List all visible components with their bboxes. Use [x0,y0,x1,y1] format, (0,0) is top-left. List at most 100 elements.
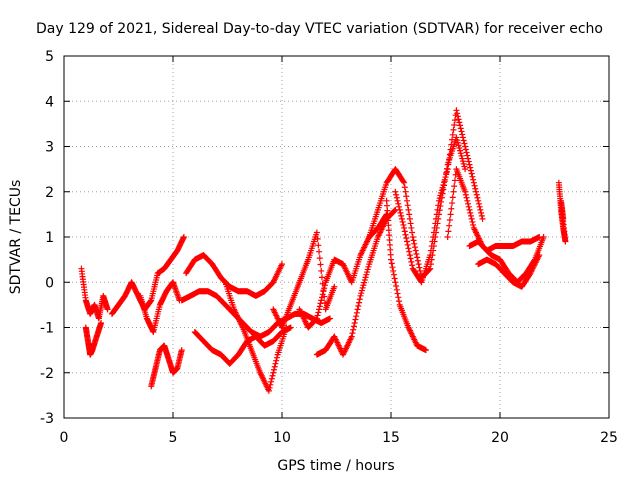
data-point [403,235,410,242]
data-point [450,126,457,133]
data-point [318,267,325,274]
data-point [456,119,463,126]
data-point [475,200,482,207]
data-point [457,147,464,154]
x-tick-label: 20 [491,430,509,446]
data-point [460,160,467,167]
data-point [475,197,482,204]
data-point [437,192,444,199]
data-point [439,184,446,191]
data-point [464,197,471,204]
data-point [390,267,397,274]
data-point [268,375,275,382]
data-point [348,333,355,340]
data-point [461,140,468,147]
data-point [467,167,474,174]
data-point [448,141,455,148]
data-point [407,255,414,262]
chart-title: Day 129 of 2021, Sidereal Day-to-day VTE… [36,21,603,37]
data-point [462,143,469,150]
data-point [358,287,365,294]
data-point [273,354,280,361]
data-point [446,156,453,163]
data-point [266,384,273,391]
data-point [444,166,451,173]
data-point [316,303,323,310]
data-point [455,142,462,149]
data-point [321,285,328,292]
data-point [412,247,419,254]
x-tick-label: 15 [382,430,400,446]
series-track-11 [296,211,390,331]
data-point [273,357,280,364]
y-tick-label: 5 [45,49,54,65]
y-tick-label: -2 [40,366,54,382]
data-point [365,263,372,270]
data-point [470,179,477,186]
data-point [436,195,443,202]
data-point [271,363,278,370]
series-track-15 [392,107,486,286]
x-tick-label: 0 [60,430,69,446]
data-point [449,194,456,201]
data-point [409,234,416,240]
data-point [448,205,455,212]
data-point [473,188,480,195]
data-point [447,211,454,218]
data-point [318,294,325,301]
data-point [470,221,477,228]
data-point [353,309,360,316]
data-point [393,283,400,290]
data-point [454,113,461,120]
data-point [462,191,469,198]
data-point [435,202,442,209]
data-point [361,276,368,283]
data-point [463,194,470,201]
series-track-19 [555,179,569,245]
data-point [394,197,401,204]
data-point [394,290,401,297]
data-point [269,372,276,379]
data-point [279,261,285,268]
data-point [476,203,483,210]
data-point [391,207,398,214]
series-track-5 [148,342,185,390]
data-point [560,215,567,222]
data-point [316,248,323,255]
data-point [426,266,433,273]
data-point [403,193,410,200]
data-point [450,188,457,195]
data-point [451,183,458,190]
data-point [427,247,434,254]
data-point [460,137,467,144]
data-point [478,212,485,219]
x-tick-label: 10 [273,430,291,446]
data-point [315,309,322,316]
data-point [350,323,357,330]
data-point [356,296,363,303]
data-point [361,279,368,286]
data-point [404,202,411,209]
data-point [456,145,463,152]
data-point [471,182,478,189]
data-point [388,260,395,267]
data-point [331,283,338,290]
data-point [474,194,481,201]
data-point [428,243,435,250]
data-point [351,319,358,326]
data-point [427,252,434,259]
data-point [364,269,371,276]
data-point [313,229,320,236]
data-point [315,242,322,249]
y-tick-label: -3 [40,411,54,427]
data-point [442,174,449,181]
data-point [458,128,465,135]
data-point [459,131,466,138]
data-point [446,222,453,229]
data-point [443,171,450,178]
data-point [362,274,369,281]
data-point [465,155,472,162]
y-tick-label: 1 [45,230,54,246]
data-point [400,178,407,185]
